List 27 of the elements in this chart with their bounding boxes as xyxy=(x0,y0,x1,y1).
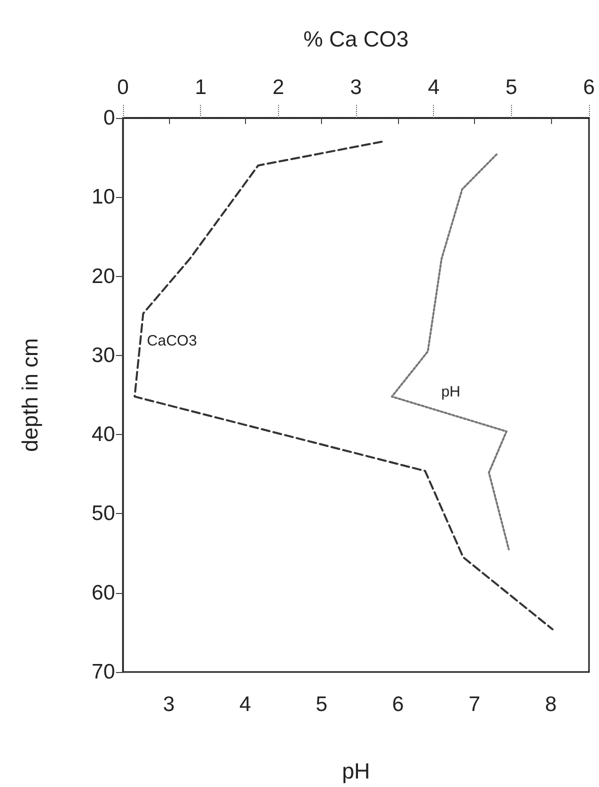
x2-tick-label: 1 xyxy=(194,76,207,99)
series-label: CaCO3 xyxy=(146,332,197,350)
line-series xyxy=(390,153,510,550)
x2-tick-label: 5 xyxy=(505,76,518,99)
x2-tick-label: 2 xyxy=(272,76,284,99)
y-tick-label: 40 xyxy=(92,423,115,446)
y-tick-label: 30 xyxy=(92,344,115,367)
y-tick-label: 20 xyxy=(92,264,115,288)
x-tick-label: 6 xyxy=(392,693,404,716)
series-label: pH xyxy=(441,383,460,400)
y-tick-label: 10 xyxy=(92,186,115,209)
x-tick-label: 4 xyxy=(239,693,252,716)
x-axis-title: pH xyxy=(342,758,370,784)
x2-tick-label: 4 xyxy=(428,76,440,99)
x-tick-label: 5 xyxy=(316,693,328,716)
x2-tick-label: 6 xyxy=(583,76,595,99)
y-tick-label: 60 xyxy=(92,581,115,604)
x2-tick-label: 0 xyxy=(117,76,129,99)
x-tick-label: 3 xyxy=(162,693,175,716)
y-tick-label: 70 xyxy=(92,660,115,684)
y-axis-title: depth in cm xyxy=(18,338,42,452)
y-tick-label: 50 xyxy=(92,502,115,526)
x-tick-label: 7 xyxy=(468,693,480,716)
x2-tick-label: 3 xyxy=(350,76,362,99)
y-tick-label: 0 xyxy=(103,106,115,130)
x-tick-label: 8 xyxy=(544,693,557,716)
x2-axis-title: % Ca CO3 xyxy=(303,26,409,52)
